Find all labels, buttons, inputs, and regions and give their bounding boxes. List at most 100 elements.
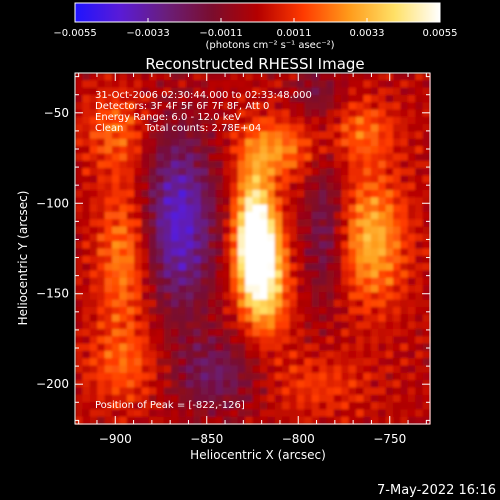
heatmap-cell bbox=[378, 233, 387, 242]
heatmap-cell bbox=[370, 402, 379, 410]
heatmap-cell bbox=[400, 241, 409, 250]
heatmap-cell bbox=[208, 248, 217, 257]
heatmap-cell bbox=[119, 328, 128, 337]
heatmap-cell bbox=[163, 336, 172, 345]
heatmap-cell bbox=[385, 109, 394, 118]
heatmap-cell bbox=[407, 204, 416, 213]
heatmap-cell bbox=[89, 248, 98, 257]
heatmap-cell bbox=[370, 197, 379, 206]
heatmap-cell bbox=[104, 394, 113, 403]
heatmap-cell bbox=[178, 387, 187, 396]
heatmap-cell bbox=[252, 87, 261, 96]
heatmap-cell bbox=[326, 211, 335, 220]
heatmap-cell bbox=[274, 94, 283, 103]
heatmap-cell bbox=[163, 307, 172, 315]
heatmap-cell bbox=[185, 190, 194, 198]
heatmap-cell bbox=[282, 365, 291, 374]
heatmap-cell bbox=[156, 299, 165, 308]
heatmap-cell bbox=[311, 87, 320, 96]
heatmap-cell bbox=[245, 138, 254, 147]
heatmap-image bbox=[75, 73, 431, 425]
heatmap-cell bbox=[356, 409, 365, 418]
heatmap-cell bbox=[245, 263, 254, 272]
heatmap-cell bbox=[119, 131, 128, 140]
heatmap-cell bbox=[119, 270, 128, 279]
heatmap-cell bbox=[415, 138, 424, 147]
heatmap-cell bbox=[356, 263, 365, 272]
heatmap-cell bbox=[230, 248, 239, 257]
heatmap-cell bbox=[370, 80, 379, 89]
heatmap-cell bbox=[119, 80, 128, 89]
heatmap-cell bbox=[304, 87, 313, 96]
heatmap-cell bbox=[326, 153, 335, 162]
heatmap-cell bbox=[208, 350, 217, 359]
heatmap-cell bbox=[178, 402, 187, 410]
heatmap-cell bbox=[400, 116, 409, 125]
heatmap-cell bbox=[326, 409, 335, 418]
heatmap-cell bbox=[415, 387, 424, 396]
heatmap-cell bbox=[422, 394, 431, 403]
heatmap-cell bbox=[215, 197, 224, 206]
heatmap-cell bbox=[163, 182, 172, 191]
heatmap-cell bbox=[415, 336, 424, 345]
heatmap-cell bbox=[126, 153, 135, 162]
heatmap-cell bbox=[185, 102, 194, 111]
heatmap-cell bbox=[274, 307, 283, 315]
heatmap-cell bbox=[267, 80, 276, 89]
heatmap-cell bbox=[178, 219, 187, 228]
heatmap-cell bbox=[378, 197, 387, 206]
heatmap-cell bbox=[230, 80, 239, 89]
heatmap-cell bbox=[296, 307, 305, 315]
heatmap-cell bbox=[252, 270, 261, 279]
heatmap-cell bbox=[178, 160, 187, 169]
heatmap-cell bbox=[378, 314, 387, 323]
heatmap-cell bbox=[89, 109, 98, 118]
heatmap-cell bbox=[296, 226, 305, 235]
heatmap-cell bbox=[119, 277, 128, 286]
heatmap-cell bbox=[259, 197, 268, 206]
heatmap-cell bbox=[296, 190, 305, 198]
heatmap-cell bbox=[89, 336, 98, 345]
heatmap-cell bbox=[200, 343, 209, 352]
heatmap-cell bbox=[259, 270, 268, 279]
heatmap-cell bbox=[75, 94, 83, 103]
heatmap-cell bbox=[126, 292, 135, 301]
heatmap-cell bbox=[252, 241, 261, 250]
heatmap-cell bbox=[363, 409, 372, 418]
heatmap-cell bbox=[134, 328, 143, 337]
heatmap-cell bbox=[400, 233, 409, 242]
heatmap-cell bbox=[363, 197, 372, 206]
heatmap-cell bbox=[415, 131, 424, 140]
heatmap-cell bbox=[282, 380, 291, 389]
heatmap-cell bbox=[104, 131, 113, 140]
heatmap-cell bbox=[326, 233, 335, 242]
heatmap-cell bbox=[378, 336, 387, 345]
heatmap-cell bbox=[237, 263, 246, 272]
heatmap-cell bbox=[252, 365, 261, 374]
heatmap-cell bbox=[348, 307, 357, 315]
heatmap-cell bbox=[363, 160, 372, 169]
heatmap-cell bbox=[163, 314, 172, 323]
heatmap-cell bbox=[415, 255, 424, 264]
heatmap-cell bbox=[282, 175, 291, 184]
heatmap-cell bbox=[400, 102, 409, 111]
heatmap-cell bbox=[348, 380, 357, 389]
heatmap-cell bbox=[89, 321, 98, 330]
heatmap-cell bbox=[407, 131, 416, 140]
heatmap-cell bbox=[407, 263, 416, 272]
heatmap-cell bbox=[252, 328, 261, 337]
heatmap-cell bbox=[282, 153, 291, 162]
heatmap-cell bbox=[111, 402, 120, 410]
heatmap-cell bbox=[400, 307, 409, 315]
heatmap-cell bbox=[245, 277, 254, 286]
heatmap-cell bbox=[326, 270, 335, 279]
heatmap-cell bbox=[304, 138, 313, 147]
heatmap-cell bbox=[119, 336, 128, 345]
heatmap-cell bbox=[119, 153, 128, 162]
heatmap-cell bbox=[141, 372, 150, 381]
heatmap-cell bbox=[252, 285, 261, 293]
heatmap-cell bbox=[407, 73, 416, 81]
heatmap-cell bbox=[259, 402, 268, 410]
heatmap-cell bbox=[378, 168, 387, 176]
heatmap-cell bbox=[111, 226, 120, 235]
